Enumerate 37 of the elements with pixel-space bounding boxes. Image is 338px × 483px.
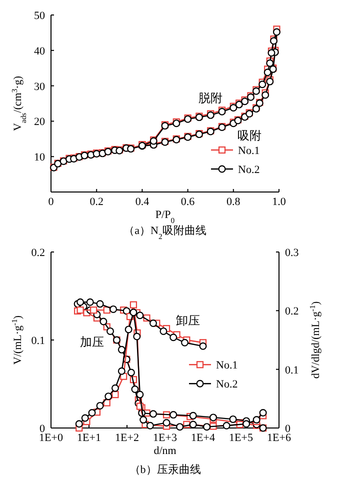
y-tick-label: 20 <box>34 116 46 128</box>
x-tick-label: 1E+5 <box>229 432 254 444</box>
annotation: 脱附 <box>198 91 223 106</box>
annotation: 加压 <box>80 334 104 349</box>
x-tick-label: 1E+4 <box>191 432 216 444</box>
x-tick-label: 0.2 <box>90 196 104 208</box>
legend-label: No.2 <box>216 378 238 391</box>
y2-tick-label: 0.3 <box>285 247 300 259</box>
y-tick-label: 0 <box>40 423 46 435</box>
y-tick-label: 0.1 <box>31 335 45 347</box>
x-tick-label: 1E+1 <box>77 432 101 444</box>
y-tick-label: 30 <box>34 80 46 93</box>
legend-label: No.1 <box>238 145 260 157</box>
x-tick-label: 1E+3 <box>153 432 178 444</box>
y2-tick-label: 0 <box>285 423 291 435</box>
y2-tick-label: 0.2 <box>285 306 299 318</box>
x-tick-label: 1E+6 <box>267 432 292 444</box>
x-axis-title: d/nm <box>154 445 177 457</box>
y-tick-label: 0.2 <box>31 247 45 259</box>
x-tick-label: 0.8 <box>226 196 241 208</box>
x-tick-label: 1E+0 <box>39 432 64 444</box>
x-tick-label: 1E+2 <box>115 432 139 444</box>
legend-label: No.2 <box>238 164 260 176</box>
text: （b）压汞曲线 <box>129 463 201 476</box>
x-axis-title: P/P$_{0}$ <box>155 209 175 224</box>
y2-tick-label: 0.1 <box>285 364 299 376</box>
x-tick-label: 1.0 <box>272 196 286 208</box>
y-tick-label: 10 <box>34 152 46 164</box>
y-tick-label: 40 <box>34 45 46 58</box>
text: （a）N$_{2}$吸附曲线 <box>124 224 206 240</box>
y-tick-label: 50 <box>34 10 46 22</box>
x-tick-label: 0.4 <box>135 196 150 208</box>
annotation: 卸压 <box>176 314 200 328</box>
annotation: 吸附 <box>237 128 262 142</box>
x-tick-label: 0.6 <box>180 196 196 208</box>
legend-label: No.1 <box>216 360 238 372</box>
x-tick-label: 0 <box>48 196 54 208</box>
